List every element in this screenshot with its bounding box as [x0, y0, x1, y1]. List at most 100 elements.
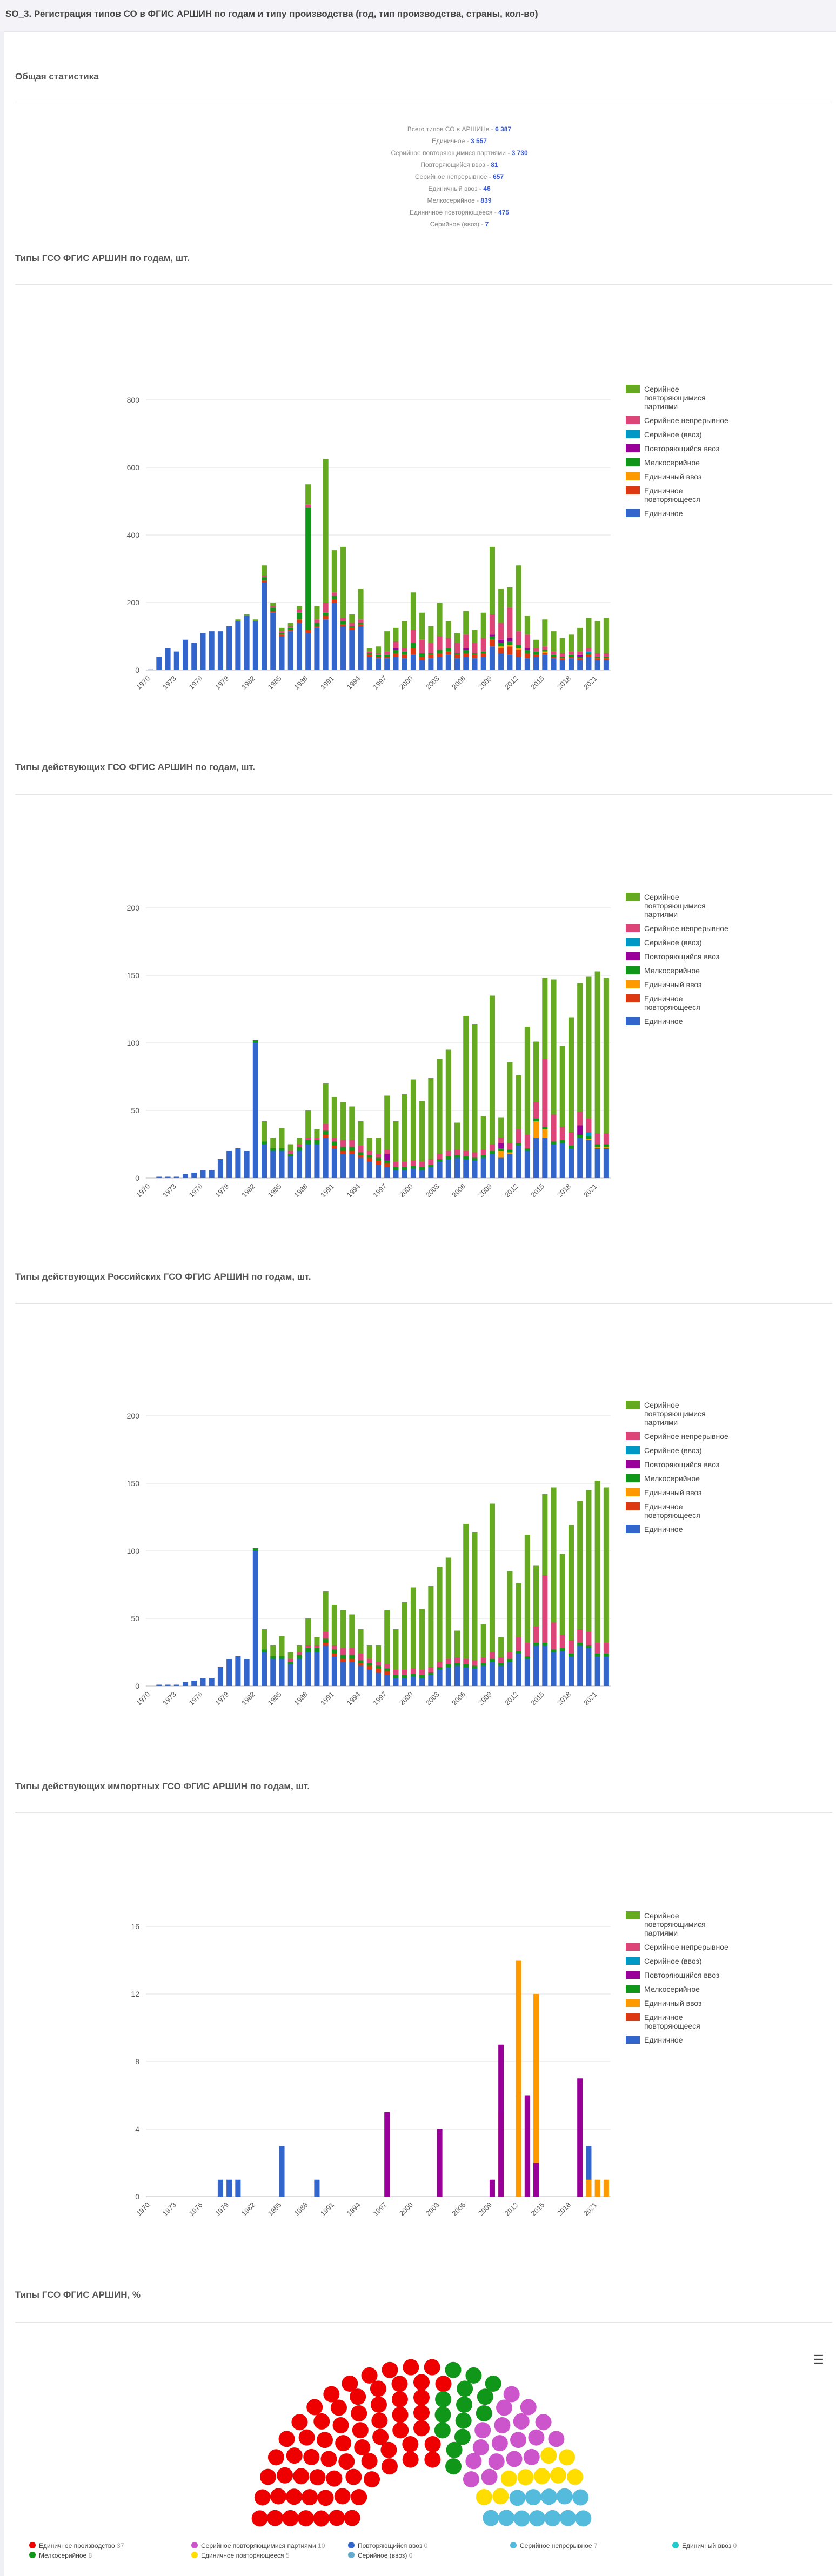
bar-segment	[287, 1664, 293, 1686]
bar	[577, 2078, 583, 2197]
parliament-legend-item[interactable]: Серийное непрерывное 7	[510, 2542, 598, 2550]
bar-segment	[323, 1138, 329, 1178]
bar-segment	[498, 589, 504, 623]
legend-item[interactable]: Серийное (ввоз)	[626, 938, 702, 947]
stat-label: Мелкосерийное -	[427, 197, 481, 204]
legend-dot	[191, 2542, 198, 2548]
bar-segment	[366, 1663, 372, 1666]
bar-segment	[603, 1654, 609, 1656]
seat-dot	[559, 2510, 576, 2526]
seat-dot	[382, 2361, 398, 2378]
bar-segment	[402, 654, 407, 659]
bar-segment	[165, 1176, 171, 1178]
legend-item[interactable]: Серийное непрерывное	[626, 1943, 728, 1951]
bar-segment	[586, 976, 592, 1119]
seat-dot	[474, 2422, 491, 2439]
legend-item[interactable]: Серийное непрерывное	[626, 416, 728, 425]
legend-item[interactable]: Единичный ввоз	[626, 472, 701, 481]
legend-item[interactable]: Повторяющийся ввоз	[626, 1460, 719, 1469]
bar-segment	[568, 658, 574, 670]
parliament-legend-item[interactable]: Мелкосерийное 8	[29, 2552, 92, 2559]
parliament-legend-item[interactable]: Единичный ввоз 0	[672, 2542, 737, 2550]
page-title: SO_3. Регистрация типов СО в ФГИС АРШИН …	[5, 9, 538, 19]
legend-item[interactable]: Серийное (ввоз)	[626, 1446, 702, 1455]
legend-item[interactable]: Единичный ввоз	[626, 1488, 701, 1497]
legend-item[interactable]: Серийное непрерывное	[626, 924, 728, 933]
bar-segment	[463, 1016, 469, 1151]
bar-segment	[182, 1682, 189, 1686]
legend-label: повторяющимися	[644, 1920, 706, 1929]
legend-item[interactable]: Единичный ввоз	[626, 1999, 701, 2008]
menu-icon[interactable]: ☰	[813, 2353, 824, 2366]
parliament-legend-item[interactable]: Единичное производство 37	[29, 2542, 124, 2550]
bar-segment	[270, 612, 276, 670]
legend-item[interactable]: Единичное	[626, 509, 683, 518]
seat-dot	[503, 2386, 520, 2403]
legend-swatch	[626, 924, 640, 932]
bar-segment	[296, 623, 302, 670]
bar-segment	[542, 1129, 548, 1138]
bar-segment	[445, 1049, 451, 1151]
legend-item[interactable]: Серийное (ввоз)	[626, 430, 702, 439]
legend-swatch	[626, 430, 640, 438]
seat-dot	[309, 2469, 326, 2486]
bar-segment	[331, 1649, 337, 1654]
legend-label: Серийное (ввоз)	[644, 938, 702, 947]
stat-row: Всего типов СО в АРШИНе - 6 387	[324, 123, 594, 135]
parliament-legend-item[interactable]: Единичное повторяющееся 5	[191, 2552, 290, 2559]
bar-segment	[287, 1659, 293, 1662]
bar-segment	[524, 658, 530, 670]
bar-segment	[366, 1670, 372, 1686]
bar-segment	[252, 621, 258, 670]
x-tick-label: 1991	[319, 2201, 336, 2218]
legend-item[interactable]: Единичный ввоз	[626, 980, 701, 989]
legend-dot	[191, 2552, 198, 2558]
bar-segment	[577, 1125, 583, 1135]
legend-item[interactable]: Мелкосерийное	[626, 458, 700, 467]
seat-dot	[544, 2510, 561, 2526]
stat-row: Единичное повторяющееся - 475	[324, 206, 594, 218]
seat-dot	[381, 2458, 398, 2475]
bar-segment	[594, 971, 600, 1134]
legend-item[interactable]: Единичное	[626, 2036, 683, 2044]
legend-swatch	[626, 980, 640, 988]
bar-segment	[402, 621, 407, 648]
legend-item[interactable]: Единичное	[626, 1017, 683, 1026]
bar-segment	[533, 1121, 539, 1138]
legend-item[interactable]: Мелкосерийное	[626, 966, 700, 975]
legend-item[interactable]: Повторяющийся ввоз	[626, 444, 719, 453]
bar-segment	[287, 1144, 293, 1151]
bar-segment	[594, 1148, 600, 1178]
legend-item[interactable]: Серийное непрерывное	[626, 1432, 728, 1441]
parliament-legend-item[interactable]: Повторяющийся ввоз 0	[348, 2542, 428, 2550]
legend-item[interactable]: Мелкосерийное	[626, 1474, 700, 1483]
bar-segment	[516, 1651, 521, 1654]
legend-label: повторяющимися	[644, 1409, 706, 1418]
bar-segment	[393, 1167, 399, 1170]
parliament-legend-item[interactable]: Серийное (ввоз) 0	[348, 2552, 413, 2559]
legend-item[interactable]: Единичное	[626, 1525, 683, 1534]
seat-dot	[298, 2429, 315, 2446]
bar-segment	[410, 630, 416, 643]
legend-item[interactable]: Повторяющийся ввоз	[626, 952, 719, 961]
bar-segment	[402, 1678, 407, 1686]
bar-segment	[287, 1151, 293, 1154]
bar-segment	[524, 648, 530, 650]
legend-item[interactable]: Повторяющийся ввоз	[626, 1971, 719, 1979]
bar-segment	[366, 1659, 372, 1663]
stat-row: Серийное (ввоз) - 7	[324, 218, 594, 230]
legend-item[interactable]: Мелкосерийное	[626, 1985, 700, 1993]
legend-item[interactable]: Серийное (ввоз)	[626, 1957, 702, 1965]
parliament-legend-item[interactable]: Серийное повторяющимися партиями 10	[191, 2542, 325, 2550]
bar-segment	[410, 1079, 416, 1161]
bar-segment	[340, 1154, 346, 1178]
x-tick-label: 2018	[556, 1182, 572, 1199]
